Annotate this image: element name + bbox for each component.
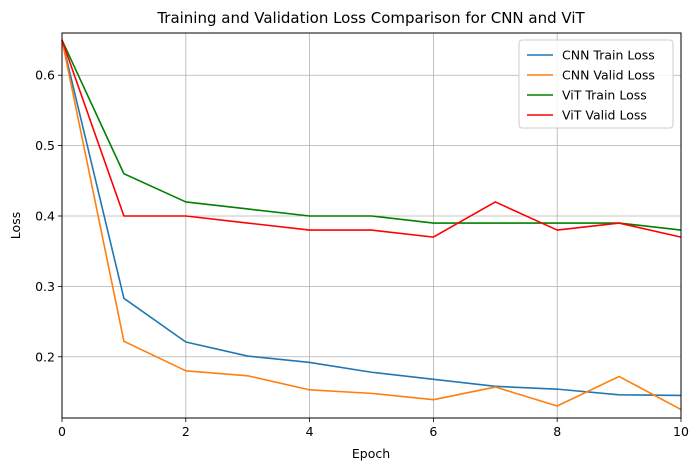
y-tick-label: 0.3 xyxy=(35,279,55,294)
x-tick-label: 2 xyxy=(182,424,190,439)
x-tick-label: 8 xyxy=(553,424,561,439)
x-axis-ticks: 0 2 4 6 8 10 xyxy=(58,418,689,439)
legend-label: ViT Train Loss xyxy=(562,88,647,103)
series-line-vit-valid-loss xyxy=(61,39,682,238)
y-axis-ticks: 0.2 0.3 0.4 0.5 0.6 xyxy=(35,68,62,364)
y-tick-label: 0.2 xyxy=(35,349,55,364)
x-tick-label: 6 xyxy=(429,424,437,439)
legend-frame xyxy=(518,39,674,129)
x-tick-label: 0 xyxy=(58,424,66,439)
legend-label: ViT Valid Loss xyxy=(562,108,647,123)
legend-label: CNN Train Loss xyxy=(562,48,655,63)
chart-title: Training and Validation Loss Comparison … xyxy=(156,9,585,27)
x-axis-label: Epoch xyxy=(352,446,390,461)
legend: CNN Train Loss CNN Valid Loss ViT Train Lo… xyxy=(518,39,674,129)
y-tick-label: 0.6 xyxy=(35,68,55,83)
series-line-vit-train-loss xyxy=(61,39,682,231)
x-tick-label: 10 xyxy=(673,424,689,439)
series-line-cnn-train-loss xyxy=(61,39,682,397)
y-axis-label: Loss xyxy=(8,212,23,239)
y-tick-label: 0.4 xyxy=(35,208,55,223)
series-line-cnn-valid-loss xyxy=(61,39,682,411)
series-layer xyxy=(61,39,682,411)
plot-frame xyxy=(61,32,682,419)
x-tick-label: 4 xyxy=(306,424,314,439)
y-tick-label: 0.5 xyxy=(35,138,55,153)
legend-label: CNN Valid Loss xyxy=(562,68,655,83)
